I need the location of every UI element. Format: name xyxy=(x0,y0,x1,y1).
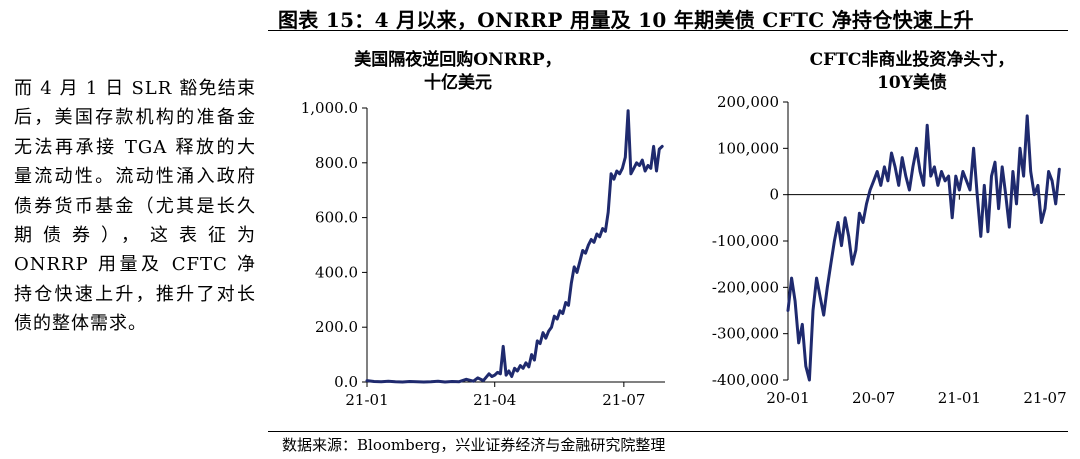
figure-title: 图表 15：4 月以来，ONRRP 用量及 10 年期美债 CFTC 净持仓快速… xyxy=(278,8,974,32)
cftc-series-line xyxy=(786,114,1061,382)
cftc-chart-title-line2: 10Y美债 xyxy=(877,73,947,93)
onrrp-chart-title: 美国隔夜逆回购ONRRP， 十亿美元 xyxy=(338,49,578,95)
onrrp-x-tick-label: 21-04 xyxy=(473,391,516,409)
cftc-chart-title-line1: CFTC非商业投资净头寸， xyxy=(809,50,1015,70)
cftc-x-tick-label: 20-01 xyxy=(766,389,809,407)
onrrp-chart-title-line1: 美国隔夜逆回购ONRRP， xyxy=(354,50,562,70)
commentary-paragraph: 而 4 月 1 日 SLR 豁免结束后，美国存款机构的准备金无法再承接 TGA … xyxy=(14,78,256,335)
source-note: 数据来源：Bloomberg，兴业证券经济与金融研究院整理 xyxy=(282,436,666,454)
onrrp-y-tick-label: 600.0 xyxy=(315,209,358,227)
onrrp-y-tick-label: 400.0 xyxy=(315,263,358,281)
cftc-x-tick-label: 21-01 xyxy=(938,389,981,407)
cftc-x-tick-label: 21-07 xyxy=(1023,389,1066,407)
cftc-y-tick-label: 100,000 xyxy=(717,139,779,157)
onrrp-y-tick-label: 1,000.0 xyxy=(301,99,358,117)
onrrp-y-tick-label: 200.0 xyxy=(315,318,358,336)
figure-header: 图表 15：4 月以来，ONRRP 用量及 10 年期美债 CFTC 净持仓快速… xyxy=(268,0,1068,32)
cftc-y-tick-label: -200,000 xyxy=(712,278,779,296)
cftc-y-tick-label: 0 xyxy=(769,186,779,204)
cftc-y-tick-label: -400,000 xyxy=(712,371,779,389)
cftc-y-tick-label: -100,000 xyxy=(712,232,779,250)
onrrp-series-line xyxy=(365,109,664,384)
onrrp-y-tick-label: 800.0 xyxy=(315,154,358,172)
footer-rule xyxy=(268,431,1068,432)
cftc-chart-title: CFTC非商业投资净头寸， 10Y美债 xyxy=(782,49,1042,95)
cftc-x-tick-label: 20-07 xyxy=(852,389,895,407)
onrrp-x-tick-label: 21-01 xyxy=(345,391,388,409)
onrrp-x-tick-label: 21-07 xyxy=(602,391,645,409)
cftc-y-tick-label: 200,000 xyxy=(717,93,779,111)
cftc-y-tick-label: -300,000 xyxy=(712,325,779,343)
onrrp-chart-title-line2: 十亿美元 xyxy=(424,73,492,93)
onrrp-y-tick-label: 0.0 xyxy=(334,373,358,391)
